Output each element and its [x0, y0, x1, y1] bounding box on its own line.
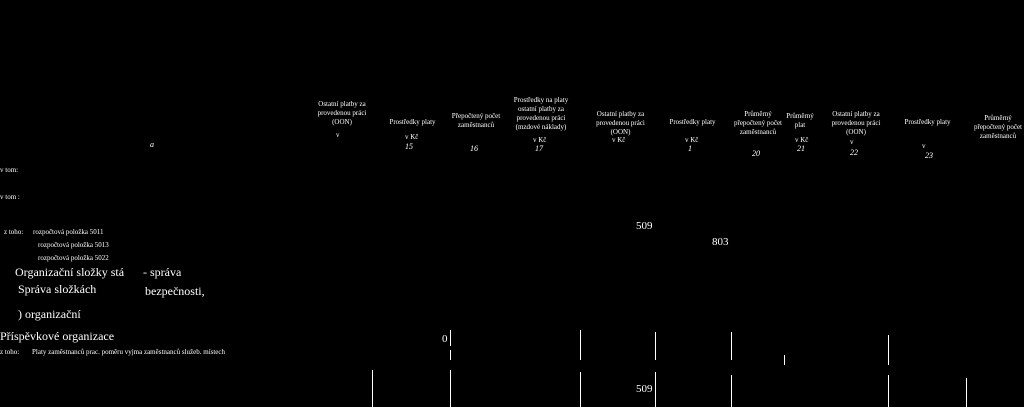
row-label: v tom : [0, 193, 20, 201]
value: 0 [442, 333, 448, 345]
rule [784, 355, 785, 365]
rule [450, 350, 451, 360]
col-unit: v Kč [685, 136, 699, 144]
col-number: 23 [925, 151, 933, 160]
row-label: rozpočtová položka 5013 [38, 241, 109, 249]
rule [655, 332, 656, 360]
row-label: rozpočtová položka 5011 [33, 228, 104, 236]
col-header: Ostatní platby za provedenou práci (OON) [317, 100, 367, 126]
col-number: 16 [470, 144, 478, 153]
rule [731, 332, 732, 360]
col-header: Ostatní platby za provedenou práci (OON) [831, 110, 881, 136]
col-unit: v [336, 131, 340, 139]
row-label: Správa složkách [18, 282, 97, 296]
col-header: Průměrný přepočtený počet zaměstnanců [733, 110, 782, 136]
col-header: Přepočtený počet zaměstnanců [451, 112, 501, 129]
col-number: 15 [405, 142, 413, 151]
rule [372, 370, 373, 407]
col-unit: v Kč [612, 136, 626, 144]
col-unit: v [922, 142, 926, 150]
row-label: rozpočtová položka 5022 [38, 254, 109, 262]
row-label: Platy zaměstnanců prac. poměru vyjma zam… [32, 348, 226, 356]
col-number: 22 [850, 148, 858, 157]
col-number: 17 [535, 144, 543, 153]
value: 803 [712, 236, 729, 248]
value: 509 [636, 220, 653, 232]
rule [655, 372, 656, 407]
col-unit: v Kč [405, 133, 419, 141]
col-header: Prostředky platy [669, 118, 716, 126]
row-label: - správa [143, 265, 182, 279]
rule [731, 375, 732, 407]
rule [450, 370, 451, 407]
col-number: 21 [797, 144, 805, 153]
rule [580, 372, 581, 407]
col-unit: v Kč [533, 136, 547, 144]
col-number: 1 [688, 144, 692, 153]
row-prefix: z toho: [4, 228, 24, 236]
col-header: Prostředky platy [904, 118, 951, 126]
rule [580, 330, 581, 360]
row-label: bezpečnosti, [145, 284, 205, 298]
rule [450, 330, 451, 346]
row-label: Organizační složky stá [15, 265, 125, 279]
col-number: 20 [752, 149, 760, 158]
rule [888, 335, 889, 365]
rule [888, 375, 889, 407]
row-label: v tom: [0, 166, 19, 174]
row-label: Příspěvkové organizace [0, 329, 115, 343]
col-header: Průměrný přepočtený počet zaměstnanců [973, 114, 1022, 140]
col-header: Prostředky na platy ostatní platby za pr… [513, 96, 569, 131]
col-unit: v [850, 138, 854, 146]
col-header: Ostatní platby za provedenou práci (OON) [596, 110, 645, 136]
col-header: Prostředky platy [389, 118, 436, 126]
col-unit: v Kč [795, 136, 809, 144]
rule [966, 378, 967, 407]
marker: a [150, 140, 154, 149]
row-prefix: z toho: [0, 348, 20, 356]
col-header: Průměrný plat [786, 112, 814, 129]
row-label: ) organizační [18, 307, 81, 321]
value: 509 [636, 383, 653, 395]
